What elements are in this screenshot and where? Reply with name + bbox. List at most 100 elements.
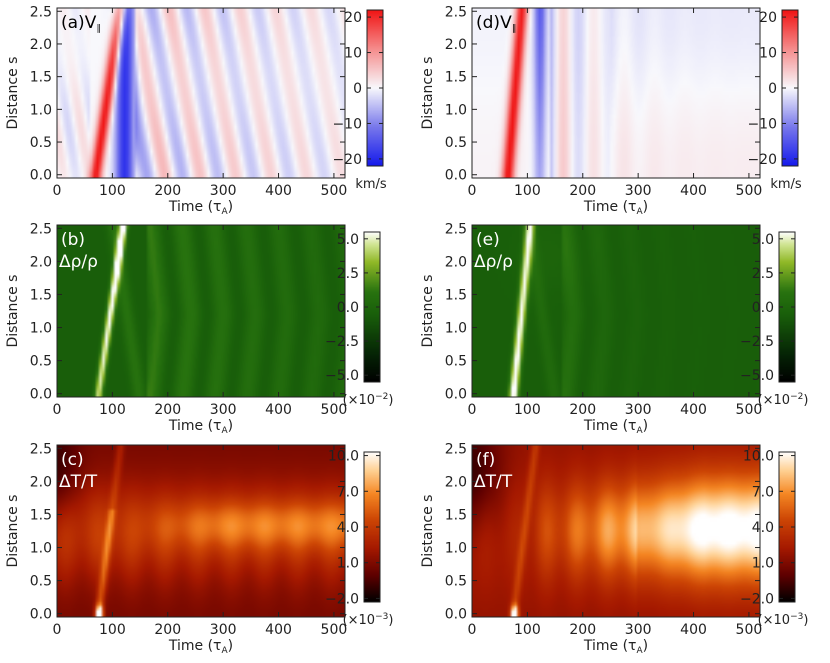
- x-tick-label: 500: [736, 183, 763, 199]
- panel-label: (d)V∥: [476, 13, 516, 34]
- x-tick-label: 300: [210, 183, 237, 199]
- y-tick-label: 0.0: [445, 607, 467, 623]
- colorbar-tick-label: −2.0: [325, 591, 359, 607]
- heatmap-image: [57, 8, 345, 178]
- x-tick-label: 200: [154, 402, 181, 418]
- y-tick-label: 1.5: [30, 507, 52, 523]
- colorbar-tick-label: 1.0: [752, 556, 774, 572]
- x-tick-label: 100: [99, 183, 126, 199]
- colorbar: 5.0 2.5 0.0 −2.5 −5.0 (×10−2): [740, 231, 809, 408]
- y-tick-label: 1.0: [30, 321, 52, 337]
- y-tick-label: 2.0: [30, 474, 52, 490]
- y-tick-label: 2.0: [30, 37, 52, 53]
- colorbar: 20 10 0 −10 −20 km/s: [747, 9, 802, 192]
- quantity-label: ΔT/T: [59, 472, 98, 492]
- colorbar: 20 10 0 −10 −20 km/s: [332, 9, 387, 192]
- colorbar-tick-label: 2.5: [752, 266, 774, 282]
- colorbar-gradient: [779, 452, 795, 602]
- colorbar-tick-label: 2.5: [337, 266, 359, 282]
- y-tick-label: 2.0: [445, 474, 467, 490]
- y-tick-label: 2.5: [445, 221, 467, 237]
- x-tick-label: 0: [53, 183, 62, 199]
- quantity-label: ΔT/T: [474, 472, 513, 492]
- y-tick-label: 2.5: [30, 221, 52, 237]
- quantity-label: Δρ/ρ: [59, 252, 98, 272]
- y-tick-label: 0.5: [30, 574, 52, 590]
- x-tick-label: 100: [514, 622, 541, 638]
- colorbar-tick-label: 7.0: [337, 484, 359, 500]
- x-tick-label: 200: [154, 622, 181, 638]
- x-tick-label: 400: [680, 402, 707, 418]
- x-tick-label: 0: [468, 183, 477, 199]
- panel-f: 0 100 200 300 400 500 0.0 0.5 1.0 1.5 2.0 2.5 Time (…: [420, 441, 808, 656]
- y-tick-label: 2.5: [30, 441, 52, 457]
- x-tick-label: 200: [569, 183, 596, 199]
- x-tick-label: 200: [154, 183, 181, 199]
- colorbar-tick-label: −20: [747, 152, 777, 168]
- panel-e: 0 100 200 300 400 500 0.0 0.5 1.0 1.5 2.0 2.5 Time (…: [420, 221, 808, 436]
- y-tick-label: 2.5: [445, 4, 467, 20]
- panel-label: (b): [61, 230, 85, 250]
- panel-label: (c): [61, 450, 84, 470]
- x-tick-label: 300: [625, 622, 652, 638]
- x-axis-label: Time (τA): [583, 199, 648, 217]
- colorbar-tick-label: −10: [747, 116, 777, 132]
- colorbar-tick-label: 10: [759, 46, 777, 62]
- x-axis-label: Time (τA): [583, 638, 648, 656]
- panel-label: (f): [476, 450, 495, 470]
- y-axis-label: Distance s: [5, 495, 21, 568]
- x-tick-label: 100: [99, 622, 126, 638]
- colorbar-tick-label: −10: [332, 116, 362, 132]
- colorbar-tick-label: 7.0: [752, 484, 774, 500]
- colorbar-tick-label: 20: [344, 10, 362, 26]
- x-tick-label: 100: [514, 183, 541, 199]
- colorbar: 5.0 2.5 0.0 −2.5 −5.0 (×10−2): [325, 231, 393, 408]
- x-tick-label: 100: [99, 402, 126, 418]
- colorbar-tick-label: 4.0: [337, 520, 359, 536]
- colorbar-unit: km/s: [355, 177, 387, 192]
- x-tick-label: 0: [468, 622, 477, 638]
- y-axis-label: Distance s: [5, 275, 21, 348]
- colorbar-unit: (×10−2): [758, 392, 809, 408]
- y-tick-label: 0.0: [30, 387, 52, 403]
- colorbar-unit: km/s: [770, 177, 802, 192]
- x-tick-label: 500: [736, 402, 763, 418]
- y-tick-label: 0.5: [30, 135, 52, 151]
- colorbar-tick-label: 0: [353, 81, 362, 97]
- y-tick-label: 1.0: [445, 321, 467, 337]
- x-tick-label: 0: [468, 402, 477, 418]
- y-axis-label: Distance s: [420, 57, 436, 130]
- x-tick-label: 100: [514, 402, 541, 418]
- panel-b: 0 100 200 300 400 500 0.0 0.5 1.0 1.5 2.0 2.5 Time (…: [5, 221, 393, 436]
- y-tick-label: 1.0: [30, 102, 52, 118]
- plot-frame: [471, 444, 761, 618]
- x-axis-label: Time (τA): [168, 418, 233, 436]
- x-tick-label: 200: [569, 402, 596, 418]
- colorbar-gradient: [364, 452, 380, 602]
- y-tick-label: 0.0: [445, 168, 467, 184]
- x-tick-label: 500: [321, 402, 348, 418]
- colorbar-tick-label: 5.0: [752, 232, 774, 248]
- plot-frame: [56, 224, 346, 398]
- y-axis-label: Distance s: [420, 275, 436, 348]
- x-tick-label: 300: [210, 402, 237, 418]
- x-tick-label: 300: [625, 183, 652, 199]
- colorbar-tick-label: −2.5: [325, 334, 359, 350]
- colorbar-tick-label: −5.0: [740, 368, 774, 384]
- x-axis-label: Time (τA): [168, 199, 233, 217]
- x-tick-label: 400: [265, 402, 292, 418]
- y-tick-label: 0.0: [30, 607, 52, 623]
- y-tick-label: 1.5: [445, 507, 467, 523]
- y-tick-label: 0.5: [445, 574, 467, 590]
- heatmap-image: [57, 225, 345, 397]
- y-tick-label: 1.0: [445, 102, 467, 118]
- plot-frame: [56, 7, 346, 179]
- y-tick-label: 0.5: [445, 135, 467, 151]
- y-tick-label: 1.5: [30, 287, 52, 303]
- x-tick-label: 300: [210, 622, 237, 638]
- colorbar-gradient: [779, 232, 795, 382]
- colorbar-tick-label: 20: [759, 10, 777, 26]
- colorbar-tick-label: 0: [768, 81, 777, 97]
